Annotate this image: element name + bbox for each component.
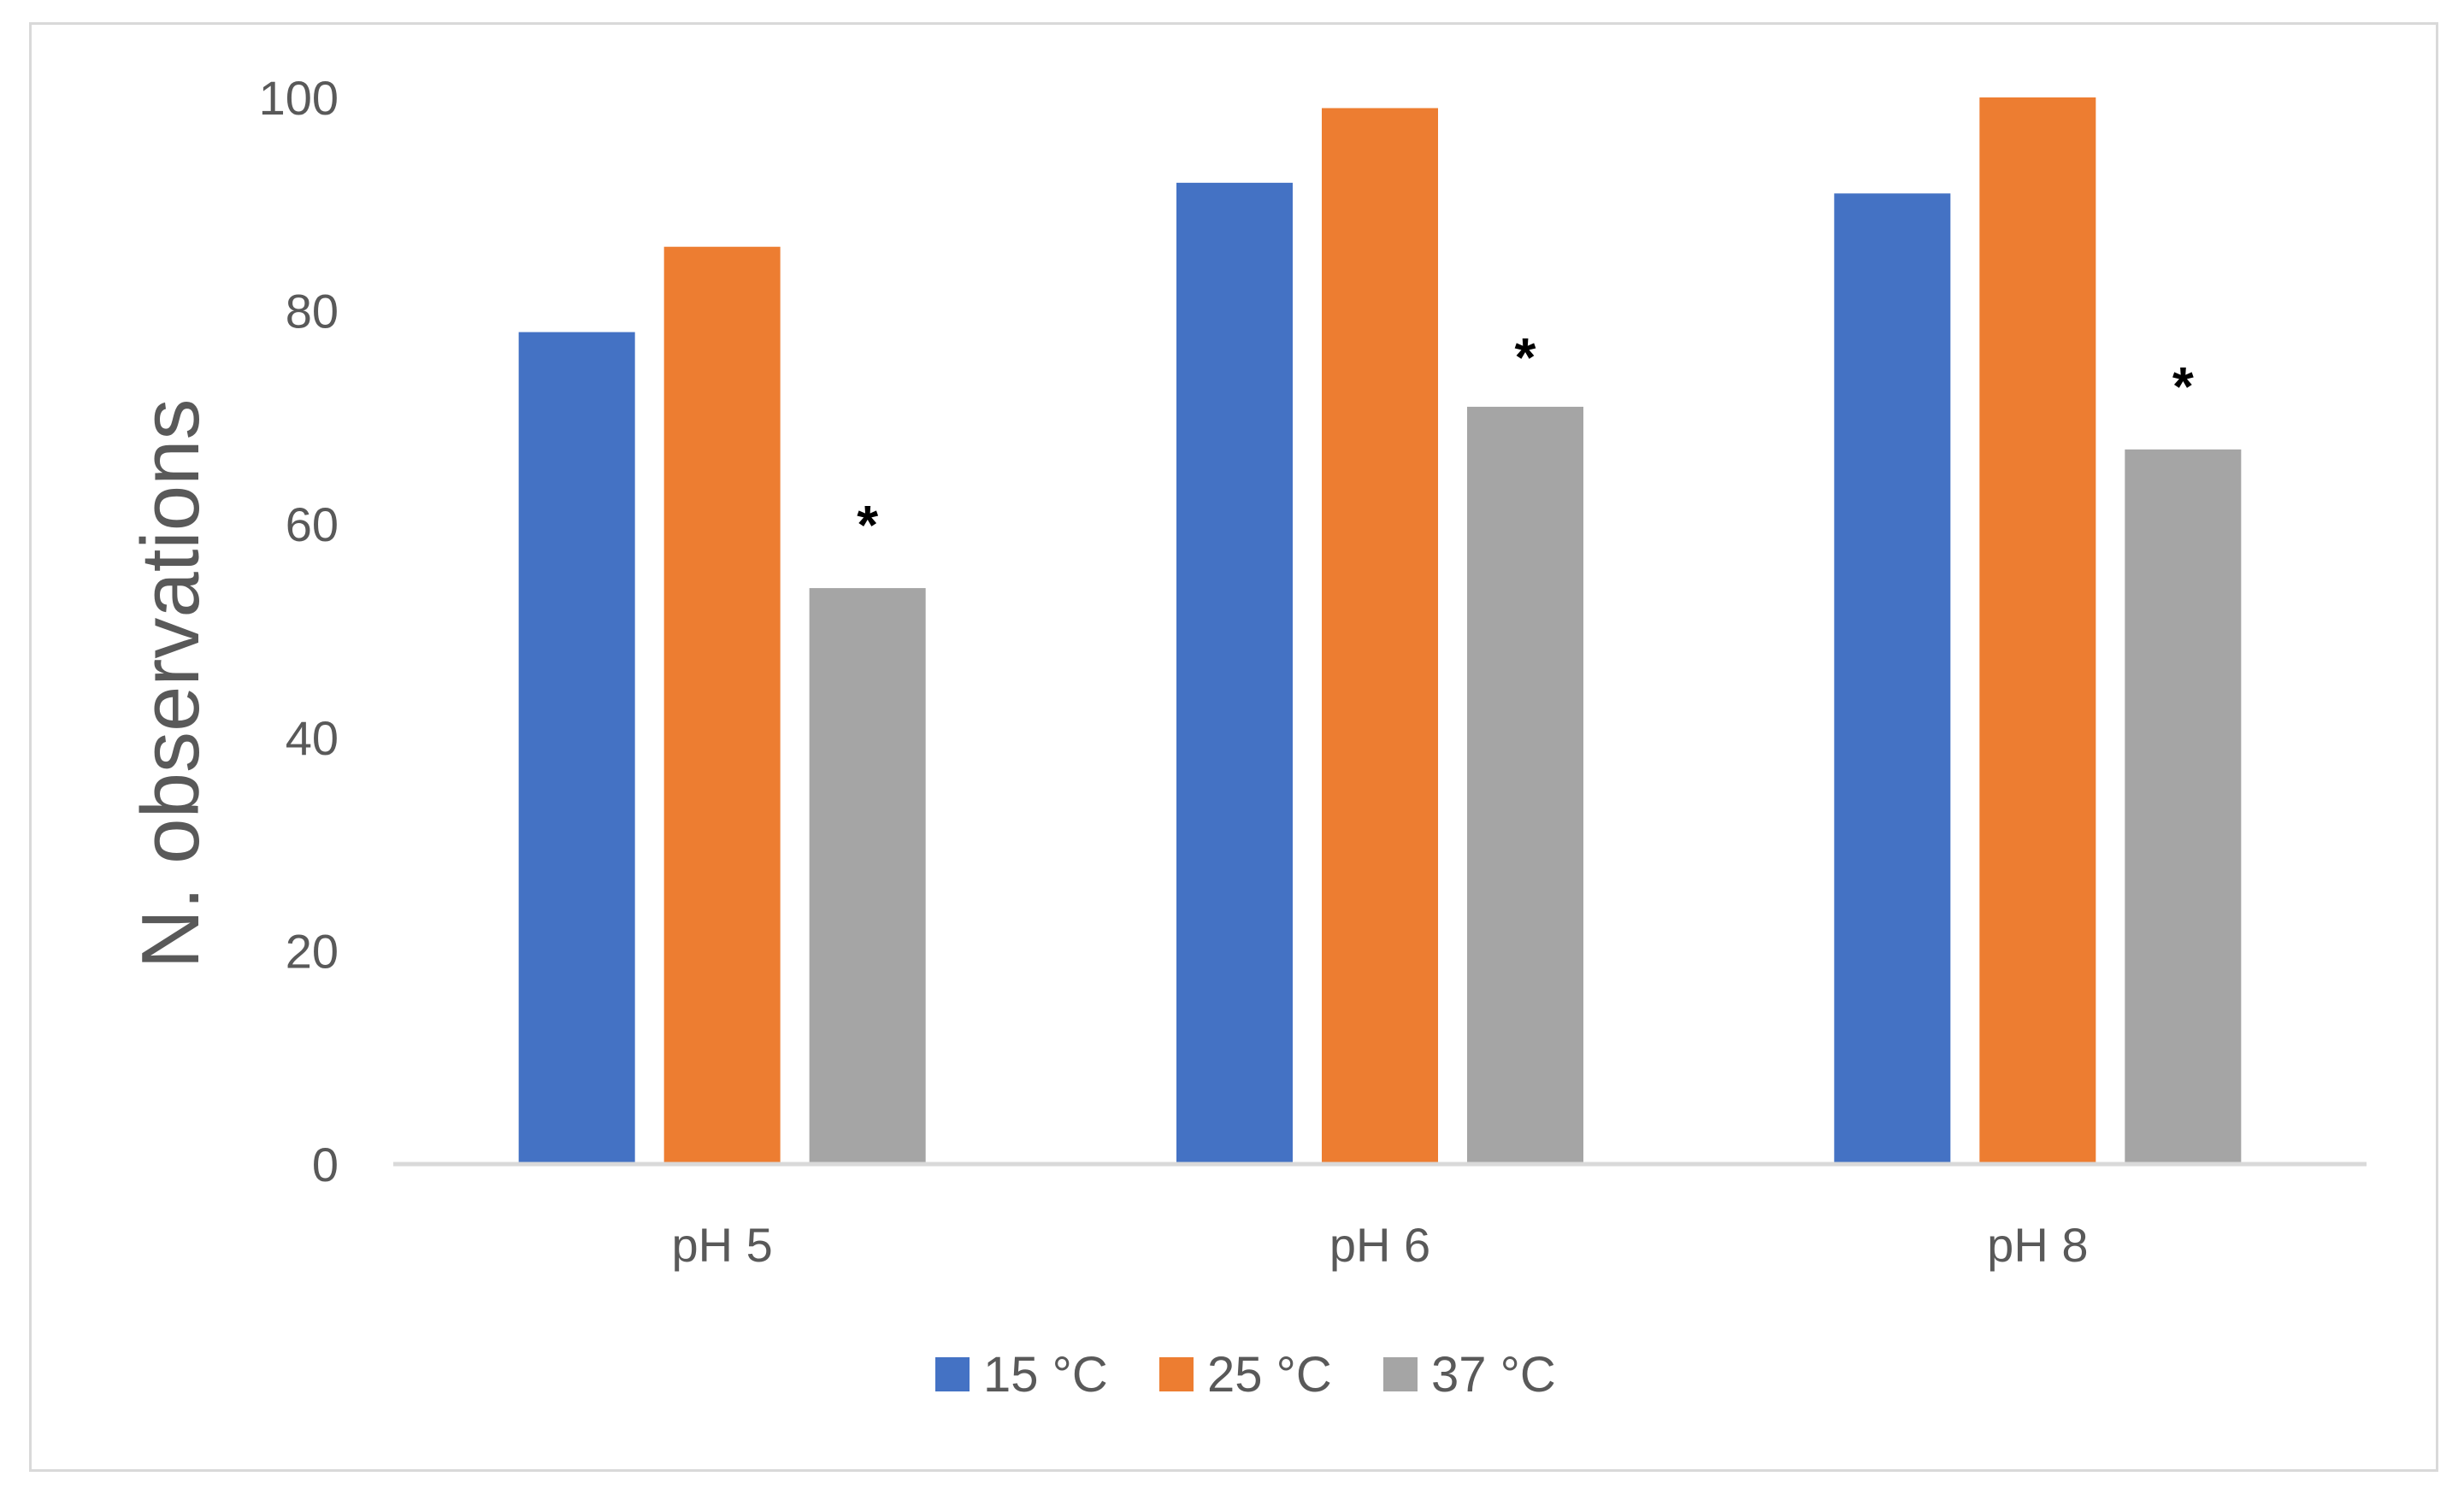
y-tick-label: 20 — [286, 924, 339, 978]
y-tick-label: 0 — [312, 1138, 339, 1191]
y-tick-label: 60 — [286, 497, 339, 551]
y-tick-label: 100 — [259, 71, 339, 125]
y-axis-title: N. observations — [125, 399, 216, 969]
y-tick-label: 80 — [286, 285, 339, 338]
bar-ph-6-15-c — [1176, 182, 1293, 1165]
significance-marker-ph-6: * — [1515, 326, 1536, 388]
bar-ph-5-37-c — [809, 588, 926, 1164]
legend-label: 15 °C — [983, 1347, 1108, 1403]
legend-swatch — [935, 1357, 970, 1391]
bar-ph-8-15-c — [1834, 193, 1951, 1164]
significance-marker-ph-5: * — [857, 494, 878, 556]
significance-marker-ph-8: * — [2172, 356, 2194, 417]
bar-ph-8-25-c — [1979, 97, 2096, 1164]
bar-ph-6-37-c — [1467, 406, 1583, 1164]
legend-label: 37 °C — [1431, 1347, 1556, 1403]
legend-item-25-c: 25 °C — [1159, 1347, 1332, 1403]
x-tick-label-ph-5: pH 5 — [672, 1218, 773, 1272]
legend-swatch — [1383, 1357, 1418, 1391]
x-tick-label-ph-6: pH 6 — [1329, 1218, 1430, 1272]
bar-ph-6-25-c — [1322, 108, 1438, 1165]
x-tick-label-ph-8: pH 8 — [1987, 1218, 2088, 1272]
bar-ph-5-25-c — [663, 246, 781, 1165]
bar-ph-5-15-c — [518, 332, 635, 1164]
bars-layer — [518, 97, 2242, 1165]
legend-label: 25 °C — [1207, 1347, 1332, 1403]
y-axis-ticks: 0 20 40 60 80 100 — [259, 71, 339, 1191]
y-tick-label: 40 — [286, 711, 339, 765]
x-axis-ticks: pH 5 pH 6 pH 8 — [672, 1218, 2089, 1272]
annotations-layer: * * * — [857, 326, 2194, 556]
legend-item-37-c: 37 °C — [1383, 1347, 1556, 1403]
legend: 15 °C 25 °C 37 °C — [935, 1347, 1556, 1403]
legend-item-15-c: 15 °C — [935, 1347, 1108, 1403]
bar-ph-8-37-c — [2125, 449, 2242, 1164]
legend-swatch — [1159, 1357, 1194, 1391]
